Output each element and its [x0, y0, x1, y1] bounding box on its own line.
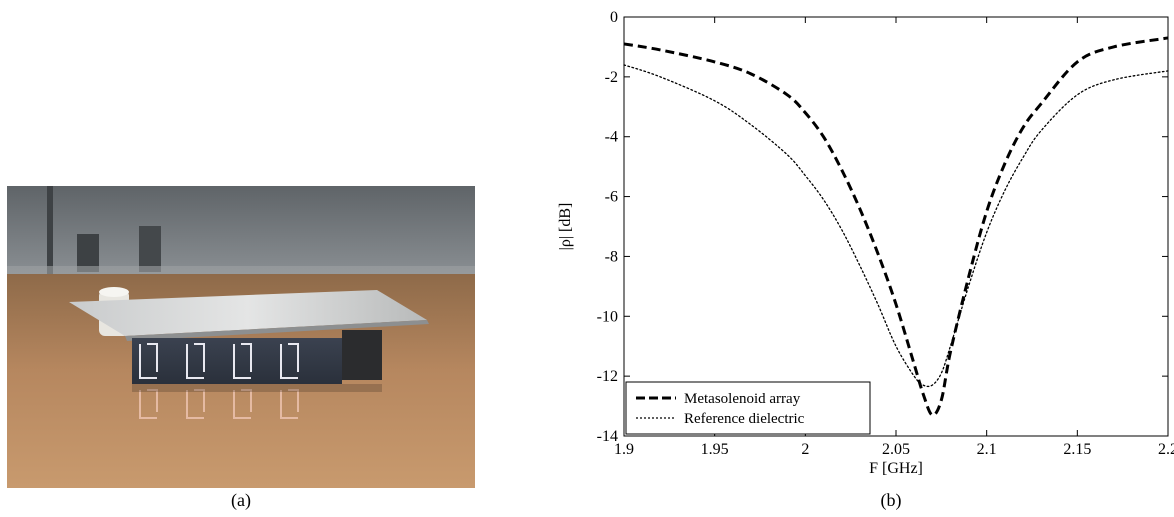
- sample-photo-illustration: [7, 186, 475, 488]
- series-layer: [623, 36, 1169, 417]
- x-tick-label: 2.2: [1158, 441, 1174, 458]
- reflection-chart: 1.9 1.95 2 2.05 2.1 2.15 2.2 0 -2 -4 -6 -8 -10 -12 -1…: [540, 0, 1174, 488]
- y-tick-label: -10: [597, 308, 618, 325]
- series-line-reference: [623, 64, 1169, 388]
- y-tick-label: 0: [610, 9, 618, 26]
- x-tick-label: 1.95: [701, 441, 729, 458]
- legend-label-reference: Reference dielectric: [684, 411, 805, 427]
- reflection-chart-svg: 1.9 1.95 2 2.05 2.1 2.15 2.2 0 -2 -4 -6 -8 -10 -12 -1…: [557, 9, 1174, 477]
- y-tick-label: -12: [597, 368, 618, 385]
- x-tick-label: 2.15: [1063, 441, 1091, 458]
- y-axis-ticks: 0 -2 -4 -6 -8 -10 -12 -14: [597, 9, 1168, 445]
- y-tick-label: -4: [605, 129, 618, 146]
- y-axis-label: |ρ| [dB]: [557, 203, 574, 251]
- x-axis-ticks: 1.9 1.95 2 2.05 2.1 2.15 2.2: [614, 17, 1174, 458]
- x-tick-label: 2: [801, 441, 809, 458]
- panel-a-caption: (a): [231, 490, 251, 510]
- y-tick-label: -6: [605, 189, 618, 206]
- y-tick-label: -2: [605, 69, 618, 86]
- sample-photo: [7, 186, 475, 488]
- legend-box: [625, 381, 871, 435]
- x-tick-label: 2.1: [977, 441, 997, 458]
- legend-label-metasolenoid: Metasolenoid array: [684, 391, 801, 407]
- series-line-metasolenoid: [623, 36, 1169, 417]
- plot-frame: [623, 16, 1169, 437]
- y-tick-label: -14: [597, 428, 618, 445]
- x-tick-label: 2.05: [882, 441, 910, 458]
- x-axis-label: F [GHz]: [869, 460, 923, 477]
- y-tick-label: -8: [605, 248, 618, 265]
- panel-b-caption: (b): [880, 490, 902, 510]
- x-tick-label: 1.9: [614, 441, 634, 458]
- legend: Metasolenoid array Reference dielectric: [625, 381, 871, 435]
